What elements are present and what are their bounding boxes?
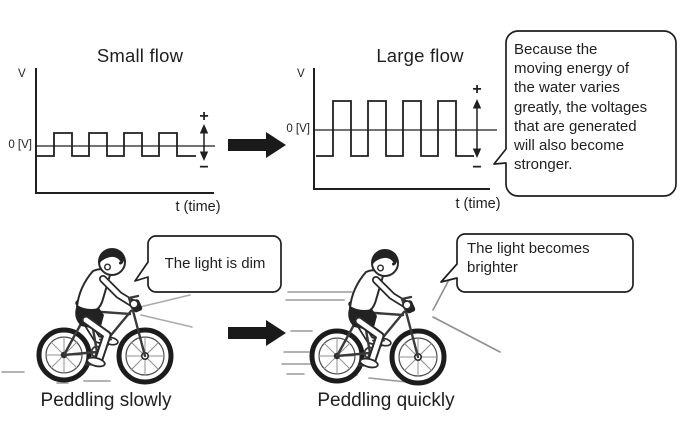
brighter-light-bubble: The light becomes brighter [439, 228, 641, 300]
small-plus-label: + [199, 108, 209, 125]
dim-light-bubble: The light is dim [132, 232, 288, 298]
dim-light-bubble-text: The light is dim [164, 255, 266, 272]
fast-cyclist-illustration [312, 250, 444, 383]
small-amplitude-arrow-icon [199, 124, 209, 161]
large-v-axis-label: V [297, 68, 305, 80]
large-zero-label: 0 [V] [286, 123, 310, 135]
large-square-wave [316, 100, 474, 157]
large-flow-graph [313, 68, 497, 190]
brighter-light-bubble-outline [440, 233, 634, 293]
dim-light-bubble-outline [134, 235, 282, 293]
large-graph-axes [313, 68, 490, 190]
small-zero-label: 0 [V] [8, 139, 32, 151]
small-flow-title: Small flow [96, 45, 184, 66]
bottom-right-arrow-icon [228, 320, 286, 346]
small-flow-graph [35, 68, 215, 194]
large-t-axis-label: t (time) [455, 196, 501, 212]
slow-caption: Peddling slowly [40, 390, 172, 411]
dim-light-rays [139, 294, 193, 328]
small-minus-label: − [199, 159, 209, 176]
top-right-arrow-icon [228, 132, 286, 158]
small-graph-axes [35, 68, 214, 194]
fast-caption: Peddling quickly [317, 390, 455, 411]
explanation-bubble: Because the moving energy of the water v… [492, 29, 688, 203]
large-amplitude-arrow-icon [472, 99, 482, 158]
large-plus-label: + [472, 81, 482, 98]
explanation-bubble-text: Because the moving energy of the water v… [514, 41, 648, 174]
large-flow-title: Large flow [376, 45, 464, 66]
explanation-bubble-outline [493, 30, 677, 197]
small-v-axis-label: V [18, 68, 26, 80]
fast-bike-speed-lines [281, 291, 408, 383]
brighter-light-bubble-text: The light becomes brighter [467, 240, 590, 277]
small-t-axis-label: t (time) [175, 199, 221, 215]
small-square-wave [37, 132, 196, 157]
large-minus-label: − [472, 159, 482, 176]
slow-bike-ground-lines [1, 371, 111, 384]
